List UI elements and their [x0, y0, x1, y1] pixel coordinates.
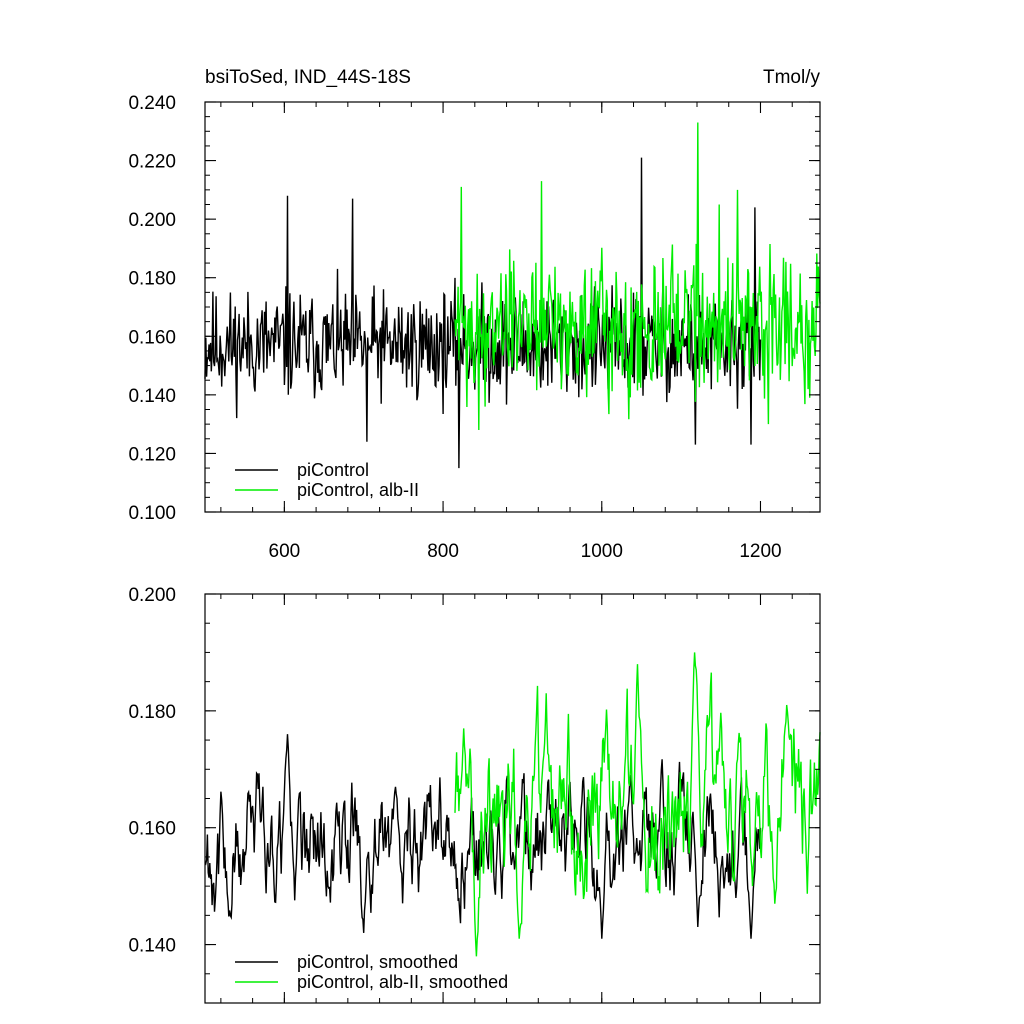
plot-frame — [204, 593, 821, 1004]
y-tick-label: 0.160 — [128, 327, 176, 348]
top-panel-series-layer — [204, 122, 821, 469]
top-panel-units: Tmol/y — [763, 67, 821, 88]
y-tick-label: 0.120 — [128, 444, 176, 465]
bottom-panel-legend: piControl, smoothed piControl, alb-II, s… — [235, 952, 508, 992]
x-tick-label: 1000 — [581, 541, 623, 562]
legend-label-picontrol-alb-ii: piControl, alb-II — [297, 480, 419, 500]
series-line-picontrol-alb-ii — [454, 122, 821, 431]
top-panel: bsiToSed, IND_44S-18S Tmol/y 0.1000.1200… — [128, 67, 821, 562]
y-tick-label: 0.200 — [128, 585, 176, 606]
y-tick-label: 0.200 — [128, 210, 176, 231]
y-tick-label: 0.220 — [128, 152, 176, 173]
bottom-panel: 0.140 0.160 0.180 0.200 piControl, smoothed… — [128, 585, 821, 1004]
bottom-panel-axes: 0.140 0.160 0.180 0.200 — [128, 585, 821, 1004]
y-tick-label: 0.140 — [128, 386, 176, 407]
y-tick-label: 0.160 — [128, 819, 176, 840]
legend-label-picontrol-alb-ii-smoothed: piControl, alb-II, smoothed — [297, 972, 508, 992]
y-tick-label: 0.100 — [128, 503, 176, 524]
bottom-panel-series-layer — [204, 652, 821, 957]
legend-label-picontrol: piControl — [297, 460, 369, 480]
y-tick-label: 0.140 — [128, 936, 176, 957]
top-panel-axes: 0.100 0.120 0.140 0.160 0.180 0.200 0.220 0.240… — [128, 93, 821, 562]
y-tick-label: 0.180 — [128, 702, 176, 723]
x-tick-label: 1200 — [739, 541, 781, 562]
series-line-picontrol-alb-ii-smoothed — [454, 652, 821, 957]
top-panel-title: bsiToSed, IND_44S-18S — [205, 67, 411, 88]
top-panel-legend: piControl piControl, alb-II — [235, 460, 419, 500]
y-tick-label: 0.180 — [128, 269, 176, 290]
legend-label-picontrol-smoothed: piControl, smoothed — [297, 952, 458, 972]
x-tick-label: 800 — [427, 541, 459, 562]
x-tick-label: 600 — [269, 541, 301, 562]
y-tick-label: 0.240 — [128, 93, 176, 114]
